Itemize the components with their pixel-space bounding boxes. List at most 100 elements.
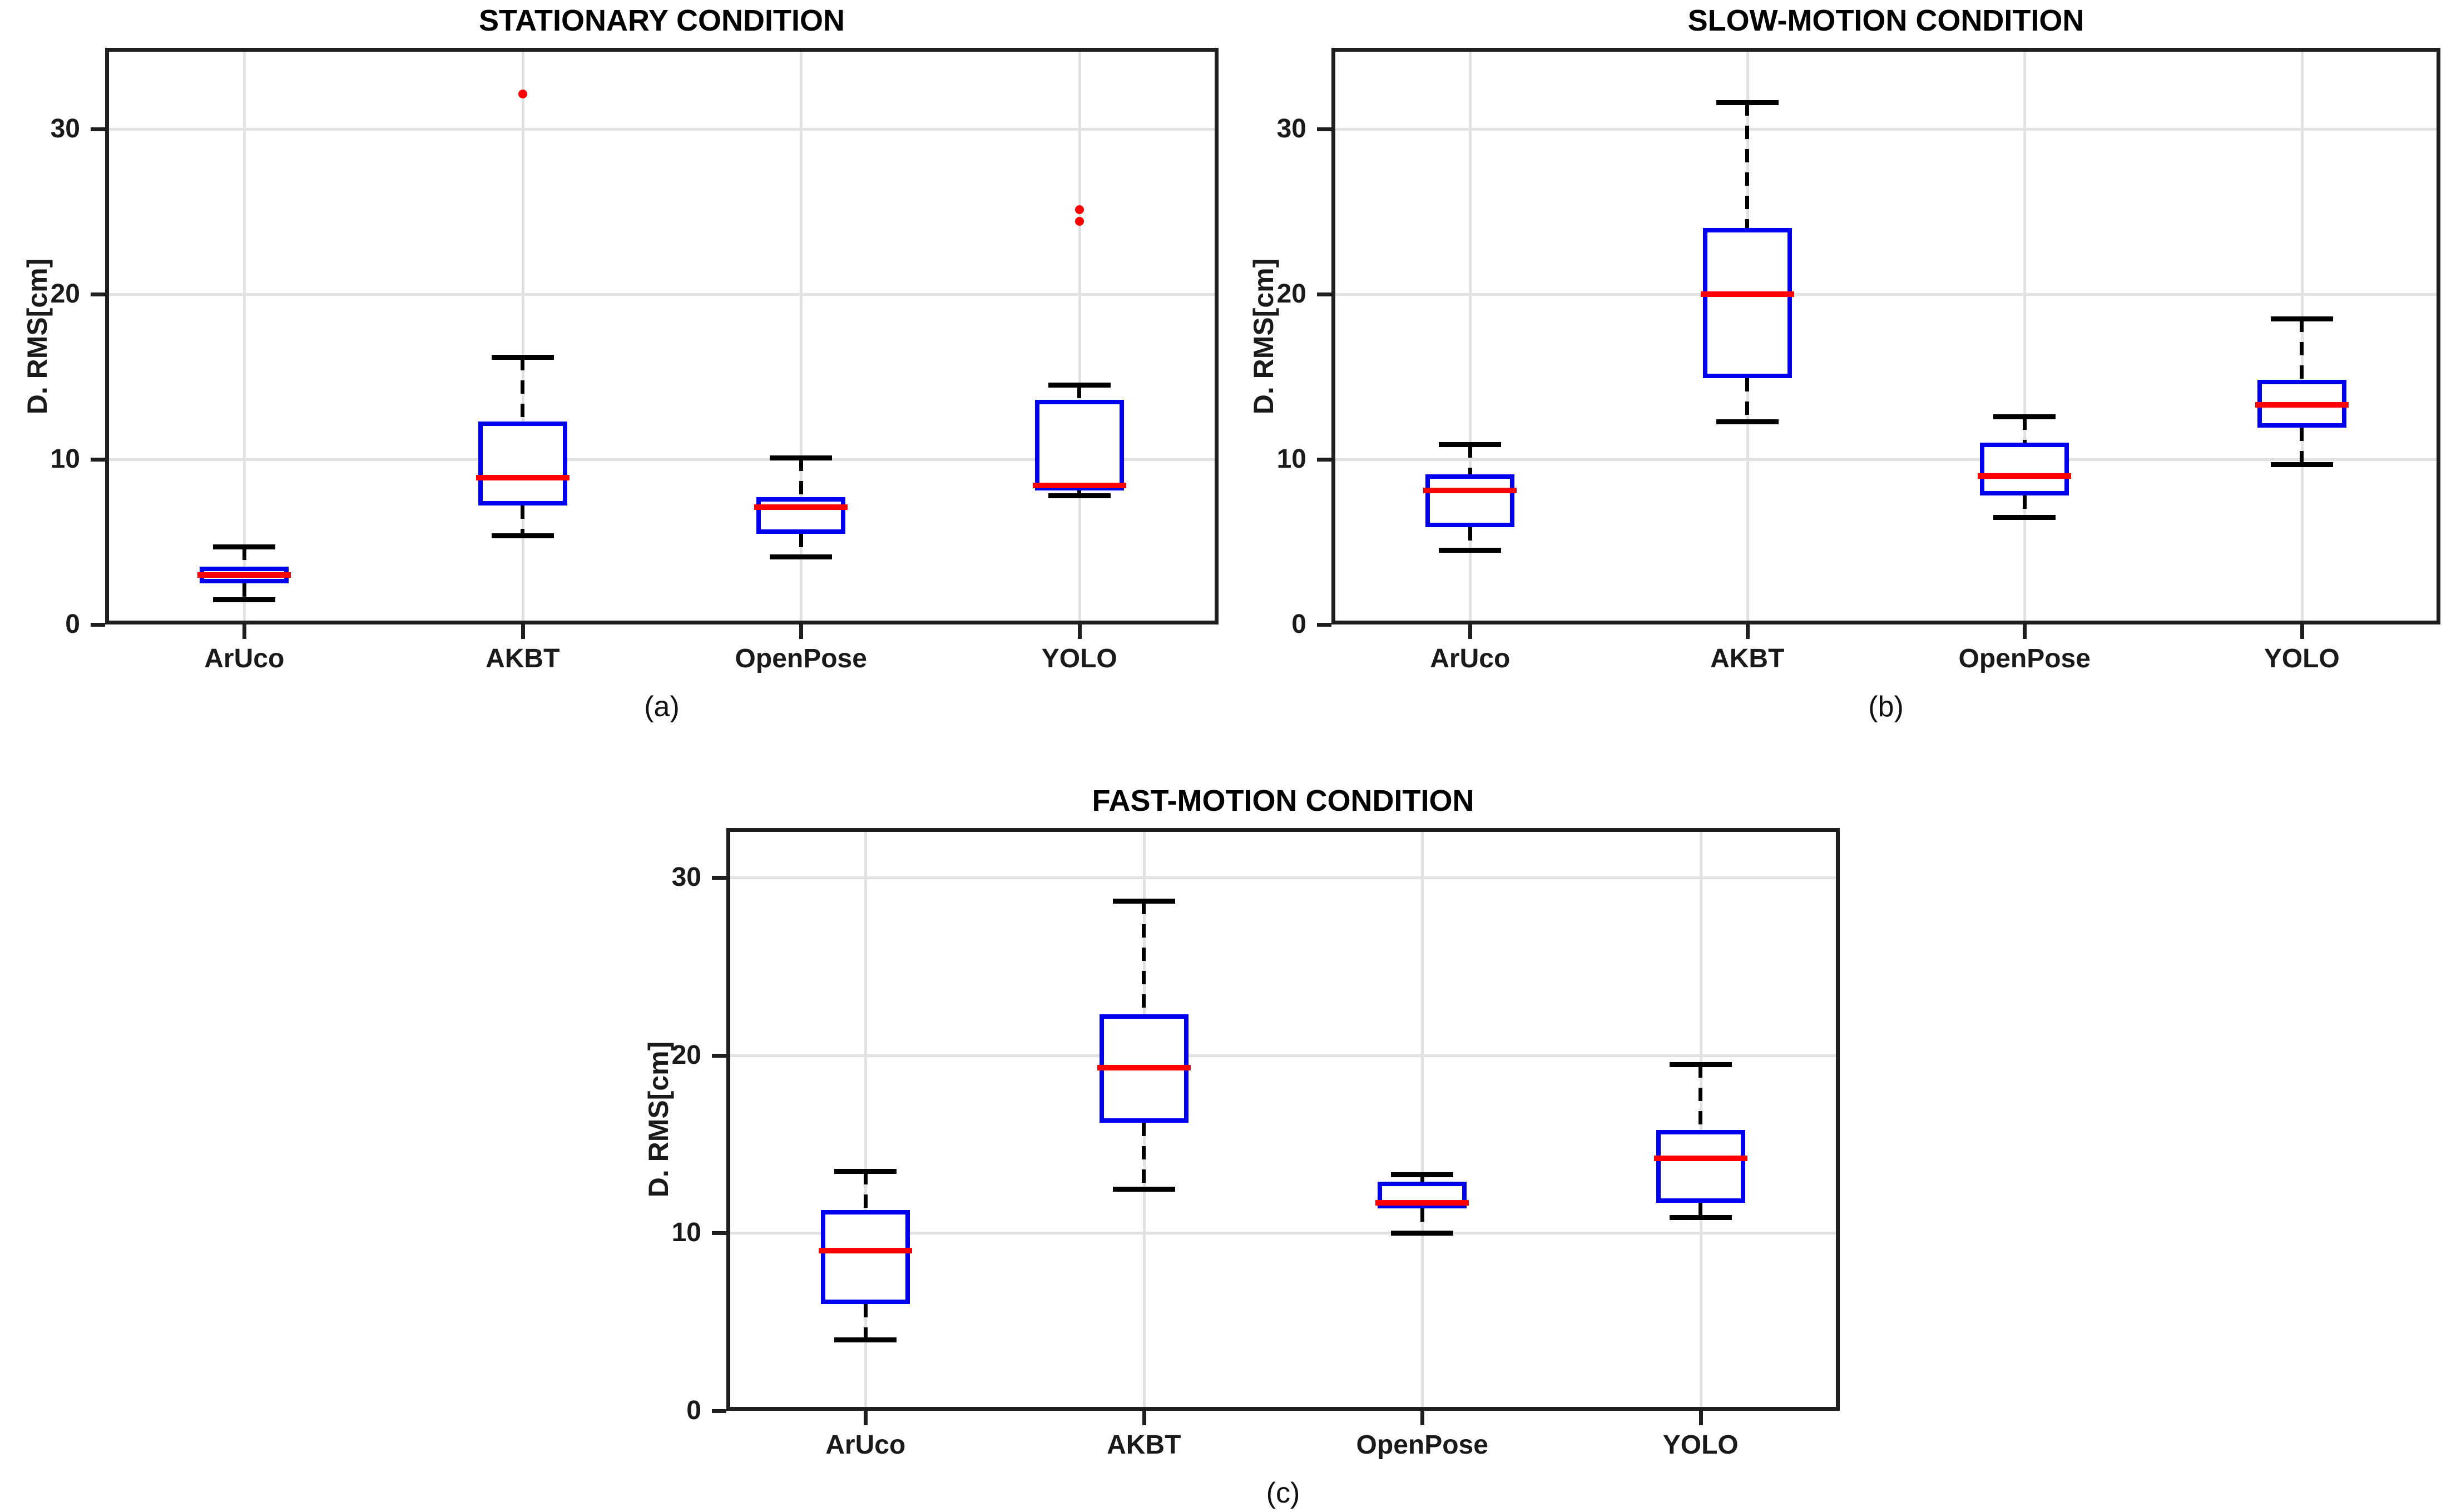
whisker-cap-lower [2270, 462, 2333, 467]
whisker-lower [799, 533, 803, 557]
x-tick-mark [1745, 624, 1750, 639]
whisker-lower [1468, 527, 1472, 551]
whisker-upper [1420, 1174, 1424, 1182]
x-tick-label-akbt: AKBT [486, 644, 560, 673]
median-yolo [1032, 483, 1126, 489]
median-openpose [1375, 1200, 1469, 1206]
whisker-lower [2300, 428, 2304, 464]
box-akbt [1702, 227, 1792, 379]
subplot-c-frame [726, 828, 1840, 1411]
subplot-c-title: FAST-MOTION CONDITION [1092, 784, 1474, 817]
whisker-upper [2022, 416, 2027, 443]
x-tick-mark [1077, 624, 1082, 639]
x-tick-mark [1468, 624, 1473, 639]
y-tick-label: 10 [671, 1218, 701, 1248]
x-tick-mark [2023, 624, 2027, 639]
y-tick-label: 30 [50, 113, 80, 143]
box-aruco [821, 1209, 910, 1305]
whisker-cap-upper [2270, 316, 2333, 322]
box-yolo [1034, 399, 1124, 491]
whisker-lower [2022, 495, 2027, 517]
whisker-cap-lower [1669, 1214, 1732, 1220]
y-tick-label: 20 [671, 1040, 701, 1070]
y-tick-label: 20 [50, 279, 80, 309]
x-tick-mark [242, 624, 247, 639]
whisker-lower [1699, 1203, 1703, 1217]
whisker-upper [1745, 102, 1750, 228]
subplot-b-title: SLOW-MOTION CONDITION [1687, 4, 2084, 37]
whisker-cap-upper [1439, 442, 1502, 448]
x-tick-label-aruco: ArUco [825, 1430, 906, 1460]
gridline-vertical [243, 48, 246, 624]
y-tick-label: 30 [1276, 113, 1306, 143]
median-aruco [819, 1248, 913, 1254]
whisker-cap-lower [1439, 548, 1502, 553]
y-tick-mark [1317, 457, 1331, 462]
whisker-cap-upper [491, 354, 554, 360]
y-tick-mark [712, 876, 726, 880]
whisker-cap-upper [213, 544, 276, 550]
whisker-upper [2300, 319, 2304, 380]
whisker-cap-lower [1993, 514, 2056, 520]
x-tick-label-aruco: ArUco [204, 644, 285, 673]
y-tick-label: 0 [686, 1396, 701, 1425]
y-tick-mark [712, 1231, 726, 1236]
box-openpose [756, 497, 846, 534]
whisker-cap-upper [1669, 1062, 1732, 1067]
x-tick-mark [1420, 1411, 1425, 1425]
subplot-a-frame [105, 48, 1219, 624]
y-tick-mark [1317, 623, 1331, 627]
gridline-horizontal [1331, 293, 2440, 296]
whisker-cap-upper [1048, 383, 1111, 388]
y-tick-mark [91, 127, 105, 131]
subplot-a-title: STATIONARY CONDITION [479, 4, 845, 37]
subplot-a-sublabel: (a) [644, 691, 680, 723]
y-tick-mark [91, 457, 105, 462]
whisker-upper [1699, 1064, 1703, 1131]
x-tick-mark [864, 1411, 868, 1425]
median-akbt [1700, 291, 1794, 297]
whisker-lower [521, 505, 525, 536]
x-tick-label-akbt: AKBT [1107, 1430, 1181, 1460]
whisker-lower [1142, 1123, 1146, 1189]
y-tick-mark [712, 1409, 726, 1413]
whisker-upper [799, 457, 803, 498]
box-openpose [1980, 443, 2069, 496]
gridline-horizontal [726, 1232, 1840, 1235]
median-openpose [754, 504, 848, 510]
gridline-vertical [521, 48, 524, 624]
median-openpose [1978, 473, 2072, 479]
x-tick-mark [521, 624, 525, 639]
median-aruco [1423, 488, 1517, 494]
gridline-vertical [1078, 48, 1081, 624]
y-tick-mark [1317, 127, 1331, 131]
whisker-cap-lower [491, 533, 554, 538]
whisker-upper [1077, 385, 1082, 400]
x-tick-label-yolo: YOLO [2264, 644, 2340, 673]
gridline-horizontal [105, 458, 1219, 461]
x-tick-mark [1142, 1411, 1146, 1425]
whisker-cap-lower [1716, 419, 1779, 424]
median-aruco [197, 572, 291, 578]
whisker-lower [863, 1304, 868, 1340]
whisker-cap-upper [770, 455, 833, 460]
x-tick-mark [1699, 1411, 1703, 1425]
median-akbt [476, 474, 570, 480]
x-tick-label-aruco: ArUco [1430, 644, 1511, 673]
whisker-cap-lower [1048, 493, 1111, 499]
whisker-lower [1745, 378, 1750, 422]
whisker-cap-upper [834, 1168, 897, 1174]
outlier-point [1074, 205, 1084, 215]
median-yolo [1653, 1156, 1747, 1162]
gridline-horizontal [105, 293, 1219, 296]
gridline-vertical [800, 48, 803, 624]
whisker-cap-lower [834, 1337, 897, 1343]
subplot-c-sublabel: (c) [1266, 1477, 1300, 1509]
x-tick-label-yolo: YOLO [1662, 1430, 1739, 1460]
gridline-vertical [2023, 48, 2027, 624]
x-tick-label-akbt: AKBT [1710, 644, 1785, 673]
y-tick-mark [712, 1053, 726, 1058]
gridline-vertical [1421, 828, 1424, 1411]
